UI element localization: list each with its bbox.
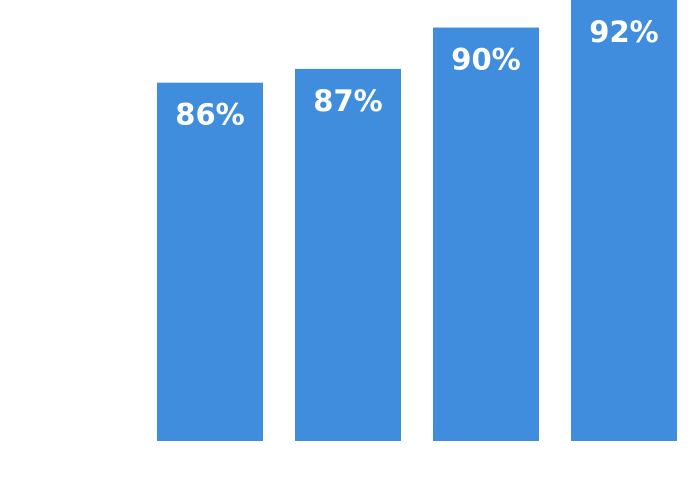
- value-label: 90%: [451, 43, 520, 77]
- value-label: 86%: [175, 98, 244, 132]
- value-label: 87%: [313, 84, 382, 118]
- bar: [157, 82, 263, 441]
- bar: [295, 68, 401, 441]
- bar: [571, 0, 677, 441]
- bar: [433, 27, 539, 441]
- value-label: 92%: [589, 15, 658, 49]
